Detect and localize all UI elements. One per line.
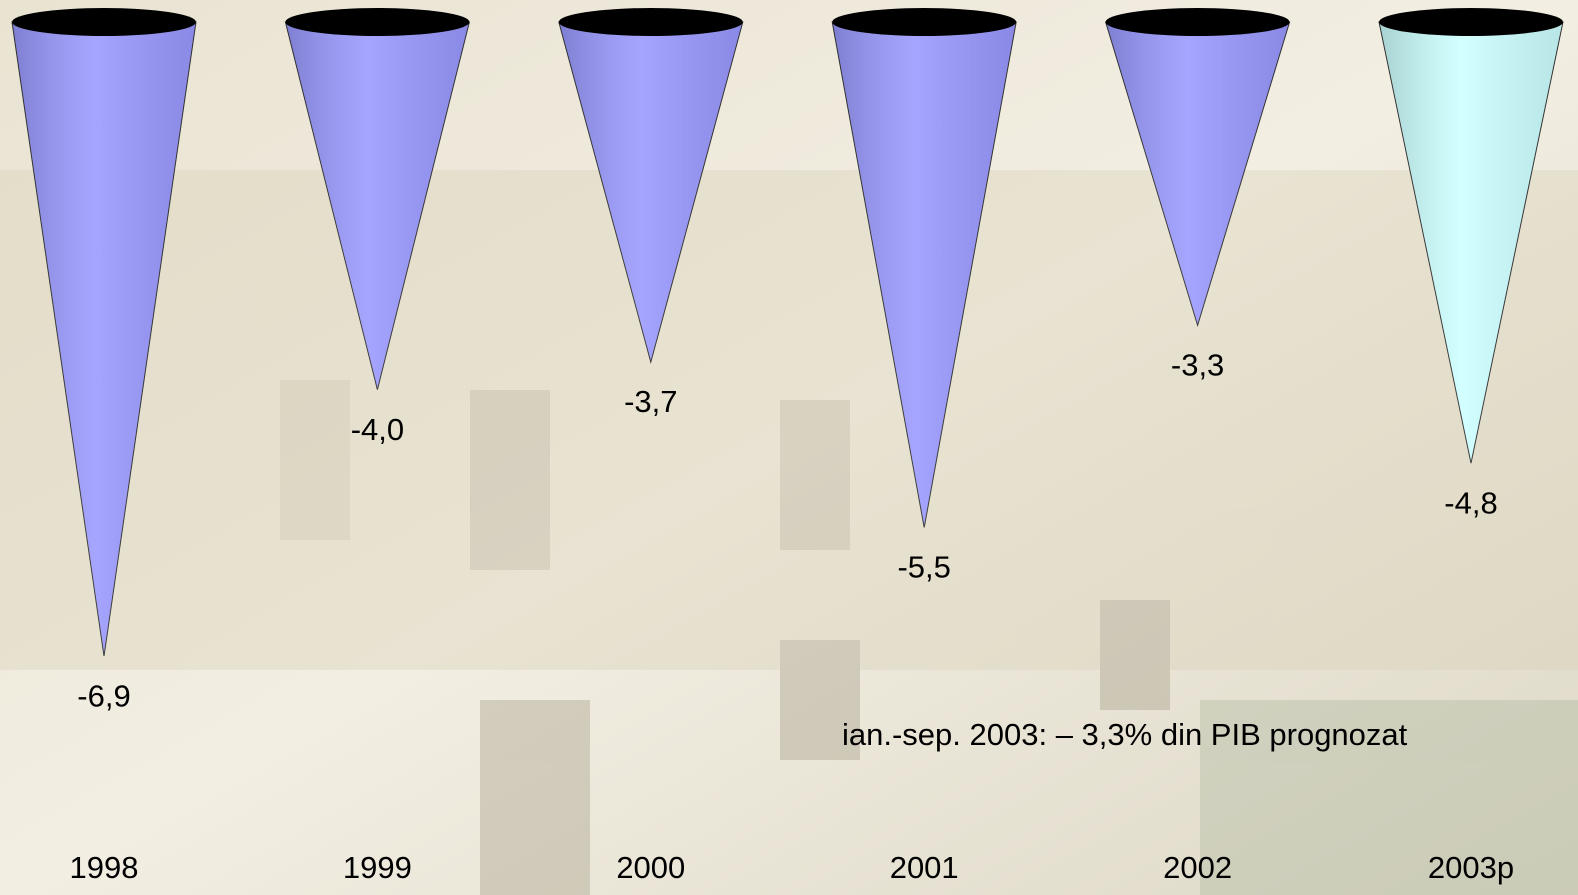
x-tick-label: 2003p — [1428, 850, 1514, 885]
x-tick-label: 2000 — [616, 850, 685, 885]
cone-shade — [832, 22, 1017, 528]
value-label: -5,5 — [897, 550, 950, 585]
cone-top — [1105, 8, 1290, 36]
value-label: -4,0 — [351, 412, 404, 447]
cone-top — [12, 8, 196, 36]
cone-top — [1379, 8, 1563, 36]
cone-shade — [558, 22, 743, 363]
cone-shade — [1105, 22, 1290, 326]
value-label: -3,7 — [624, 384, 677, 419]
x-tick-label: 1999 — [343, 850, 412, 885]
value-label: -4,8 — [1444, 485, 1497, 520]
cone-top — [558, 8, 743, 36]
cone-shade — [1379, 22, 1563, 464]
value-label: -3,3 — [1171, 347, 1224, 382]
x-tick-label: 2002 — [1163, 850, 1232, 885]
value-label: -6,9 — [77, 678, 130, 713]
x-tick-label: 1998 — [70, 850, 139, 885]
background-building — [0, 170, 1578, 895]
cone-top — [832, 8, 1017, 36]
cone-shade — [12, 22, 196, 657]
x-tick-label: 2001 — [890, 850, 959, 885]
cone-top — [285, 8, 470, 36]
annotation: ian.-sep. 2003: – 3,3% din PIB prognozat — [842, 717, 1408, 752]
cone-shade — [285, 22, 470, 390]
